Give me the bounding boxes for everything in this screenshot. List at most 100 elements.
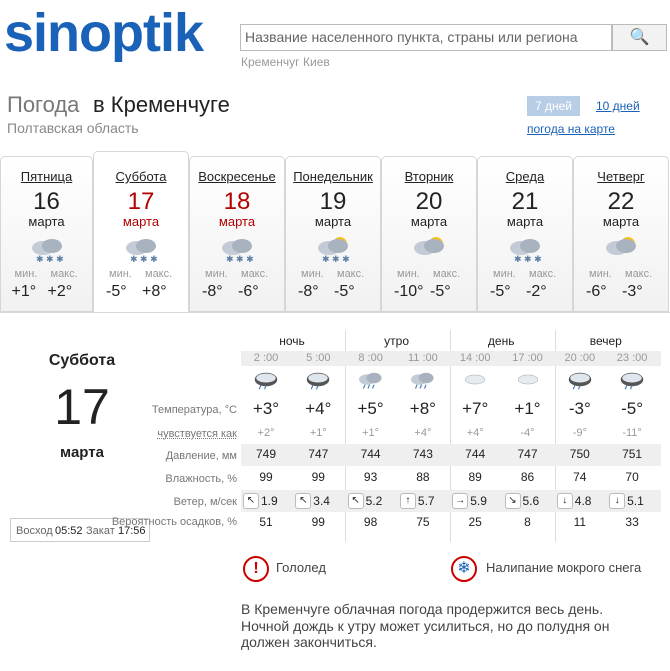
row-bg <box>241 490 661 512</box>
sunset-label: Закат <box>86 525 115 537</box>
day-min: -10° <box>394 283 424 300</box>
day-weekday: Воскресенье <box>198 169 276 184</box>
cell: 5.2 <box>365 494 383 508</box>
row-label: Давление, мм <box>165 450 237 462</box>
cell: 744 <box>360 447 381 461</box>
day-date: 21 <box>511 188 539 215</box>
day-min: +1° <box>11 283 37 300</box>
separator <box>345 330 346 542</box>
cell: -5° <box>621 399 644 418</box>
title-place: в Кременчуге <box>93 92 230 117</box>
row-label: Вероятность осадков, % <box>111 516 237 528</box>
cell: +3° <box>252 399 280 418</box>
cell: +8° <box>409 399 436 418</box>
day-max: -5° <box>430 283 451 300</box>
weather-icon <box>358 372 382 389</box>
detail-panel <box>0 312 670 602</box>
day-month: марта <box>122 214 160 229</box>
day-tab[interactable]: Пятница 16 марта ✱ ✱ ✱ мин. макс. +1° +2° <box>0 156 93 312</box>
cell: 11 <box>573 515 587 529</box>
cell: -4° <box>520 427 535 439</box>
recent-link[interactable]: Киев <box>303 55 330 69</box>
cell: 744 <box>465 447 486 461</box>
wind-dir: ↑ <box>399 493 416 509</box>
weather-icon <box>465 374 486 385</box>
wind-dir: ↘ <box>504 493 521 509</box>
tab-map[interactable]: погода на карте <box>527 122 615 136</box>
wind-dir: ↖ <box>295 493 312 509</box>
warning: Налипание мокрого снега <box>486 560 642 575</box>
time: 11 :00 <box>408 352 438 364</box>
cell: 1.9 <box>261 494 278 508</box>
day-month: марта <box>410 214 448 229</box>
description: Ночной дождь к утру может усилиться, но … <box>241 617 610 634</box>
day-max: +8° <box>142 283 167 300</box>
cell: +5° <box>357 399 384 418</box>
description: должен закончиться. <box>241 634 377 650</box>
day-max: -2° <box>526 283 547 300</box>
cell: -11° <box>622 427 642 439</box>
day-min: -8° <box>202 283 223 300</box>
day-tab[interactable]: Воскресенье 18 марта ✱ ✱ ✱ мин. макс. -8° -6° <box>189 156 285 312</box>
cell: 88 <box>416 470 430 484</box>
day-max: -3° <box>622 283 643 300</box>
cell: -3° <box>568 399 591 418</box>
svg-text:✱ ✱ ✱: ✱ ✱ ✱ <box>514 254 542 264</box>
cell: +4° <box>414 427 432 439</box>
row-label: Влажность, % <box>165 473 237 485</box>
cell: 74 <box>573 470 587 484</box>
svg-text:✱ ✱ ✱: ✱ ✱ ✱ <box>226 254 254 264</box>
cell: 51 <box>259 515 273 529</box>
search-box[interactable]: Название населенного пункта, страны или … <box>240 24 612 51</box>
time: 8 :00 <box>358 352 383 364</box>
period: ночь <box>279 334 305 348</box>
tab-ten[interactable]: 10 дней <box>596 99 640 113</box>
row-bg <box>241 444 661 466</box>
day-tab[interactable]: Вторник 20 марта мин. макс. -10° -5° <box>381 156 477 312</box>
title-prefix: Погода <box>7 92 80 117</box>
cell: 93 <box>363 470 378 484</box>
row-label: Температура, °C <box>151 404 237 416</box>
recent-link[interactable]: Кременчуг <box>241 55 300 69</box>
day-month: марта <box>602 214 640 229</box>
day-weekday: Понедельник <box>293 169 373 184</box>
cell: 86 <box>520 470 535 484</box>
cell: 89 <box>468 470 482 484</box>
period: вечер <box>589 334 622 348</box>
cell: 751 <box>622 447 643 461</box>
period: утро <box>384 334 410 348</box>
day-tab[interactable]: Среда 21 марта ✱ ✱ ✱ мин. макс. -5° -2° <box>477 156 573 312</box>
cell: 70 <box>625 470 639 484</box>
day-weekday: Пятница <box>20 169 73 184</box>
region: Полтавская область <box>7 120 139 136</box>
cell: 33 <box>625 515 639 529</box>
min-label: мин. <box>301 268 324 280</box>
day-month: марта <box>314 214 352 229</box>
tab-week[interactable]: 7 дней <box>527 96 580 116</box>
max-label: макс. <box>625 268 653 280</box>
detail-weekday: Суббота <box>48 352 116 369</box>
warning: Гололед <box>276 560 326 575</box>
max-label: макс. <box>145 268 173 280</box>
day-month: марта <box>506 214 544 229</box>
day-tab[interactable]: Понедельник 19 марта ✱ ✱ ✱ мин. макс. -8° -5° <box>285 156 381 312</box>
times-row <box>241 351 661 366</box>
cell: -9° <box>572 427 587 439</box>
max-label: макс. <box>433 268 461 280</box>
weather-icon: ✱ ✱ ✱ <box>510 239 542 264</box>
cell: +4° <box>305 399 332 418</box>
cell: 5.1 <box>627 494 644 508</box>
detail-date: 17 <box>54 379 110 435</box>
search-button[interactable]: 🔍 <box>612 24 667 51</box>
cell: 3.4 <box>313 494 330 508</box>
sunrise-label: Восход <box>16 525 53 537</box>
cell: 747 <box>517 447 538 461</box>
weather-icon: ✱ ✱ ✱ <box>318 237 350 264</box>
row-label: чувствуется как <box>157 428 237 440</box>
sunset: 17:56 <box>118 525 146 537</box>
svg-text:✱ ✱ ✱: ✱ ✱ ✱ <box>36 254 64 264</box>
day-tab[interactable]: Четверг 22 марта мин. макс. -6° -3° <box>573 156 669 312</box>
day-tab[interactable]: Суббота 17 марта ✱ ✱ ✱ мин. макс. -5° +8° <box>93 151 189 313</box>
day-max: -6° <box>238 283 259 300</box>
weather-icon: ✱ ✱ ✱ <box>222 239 254 264</box>
